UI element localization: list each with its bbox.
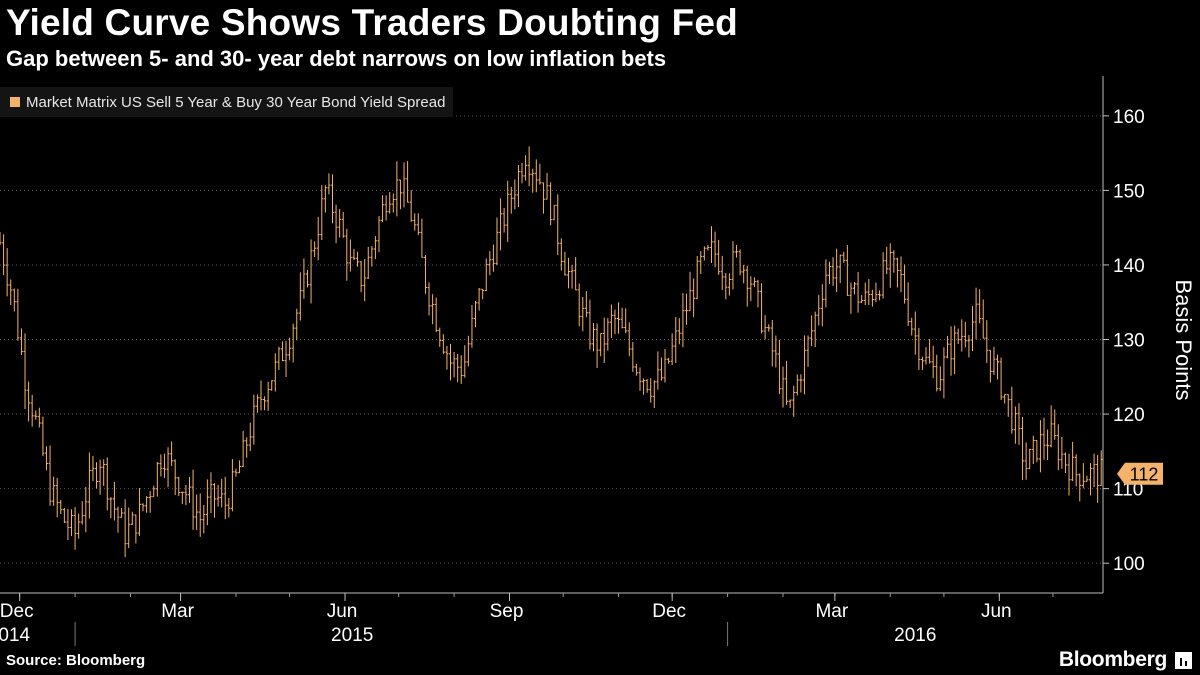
y-tick-label: 150 [1113, 181, 1145, 202]
x-tick-label: Jun [327, 601, 358, 622]
x-tick-label: Sep [490, 601, 524, 622]
x-year-label: 2014 [0, 625, 30, 646]
logo-text: Bloomberg [1058, 648, 1167, 671]
x-tick-label: Dec [652, 601, 686, 622]
x-tick-label: Dec [0, 601, 34, 622]
y-tick-label: 160 [1113, 107, 1145, 128]
last-value-label: 112 [1130, 465, 1159, 485]
y-tick-label: 130 [1113, 331, 1145, 352]
chart-legend: Market Matrix US Sell 5 Year & Buy 30 Ye… [0, 87, 454, 117]
y-tick-label: 140 [1113, 256, 1145, 277]
y-tick-label: 100 [1113, 554, 1145, 575]
bloomberg-logo: Bloomberg [1059, 648, 1192, 672]
last-value-marker [1117, 462, 1163, 485]
y-tick-label: 120 [1113, 405, 1145, 426]
x-year-label: 2015 [331, 625, 373, 646]
legend-label: Market Matrix US Sell 5 Year & Buy 30 Ye… [26, 93, 446, 111]
x-tick-label: Jun [981, 601, 1012, 622]
legend-swatch [10, 97, 20, 107]
bloomberg-chart-icon [1175, 651, 1192, 669]
source-note: Source: Bloomberg [6, 652, 146, 669]
x-tick-label: Mar [815, 601, 848, 622]
x-tick-label: Mar [161, 601, 194, 622]
page-title: Yield Curve Shows Traders Doubting Fed [6, 2, 738, 43]
y-axis-title: Basis Points [1171, 279, 1196, 400]
y-tick-label: 110 [1113, 480, 1143, 501]
page-subtitle: Gap between 5- and 30- year debt narrows… [6, 46, 667, 71]
x-year-label: 2016 [894, 625, 936, 646]
